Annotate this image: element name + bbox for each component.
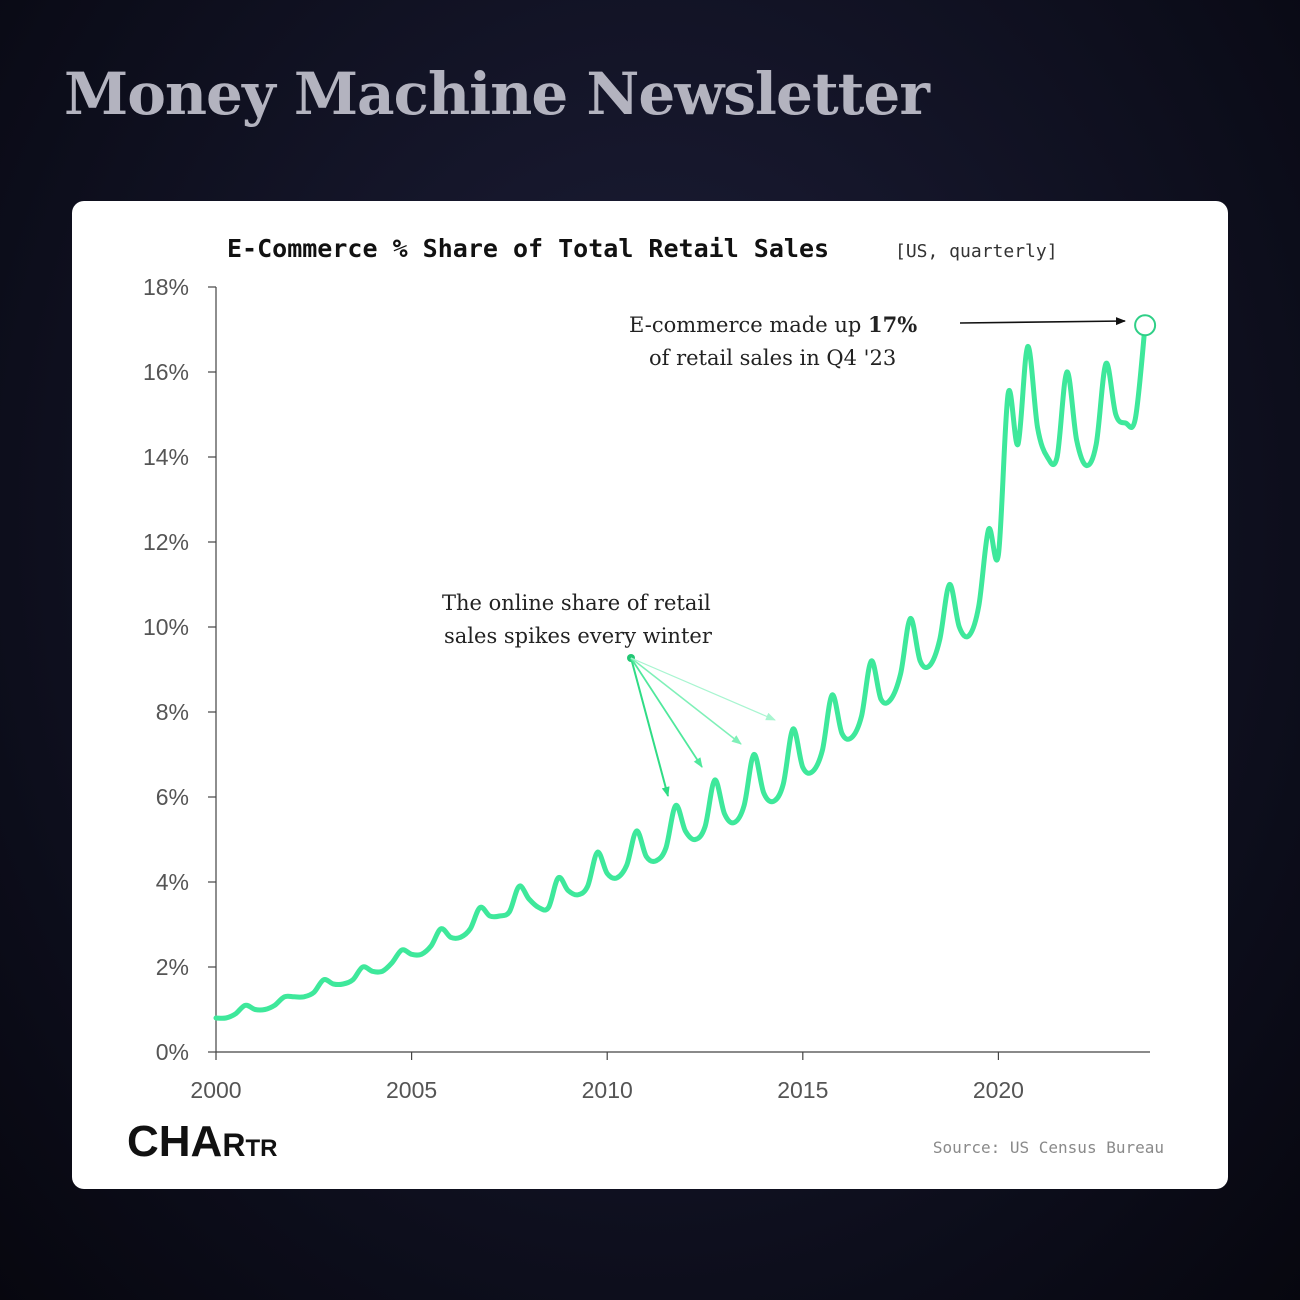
chartr-logo: CHARTR xyxy=(127,1117,277,1166)
annotation-q4-23: E-commerce made up 17% of retail sales i… xyxy=(629,312,1126,370)
y-tick-label: 2% xyxy=(156,954,189,980)
annotation-winter-arrow-4 xyxy=(630,657,776,721)
annotation-winter-spikes: The online share of retail sales spikes … xyxy=(442,591,776,797)
annotation-q4-23-line1: E-commerce made up 17% xyxy=(629,312,917,337)
chart-svg: E-Commerce % Share of Total Retail Sales… xyxy=(127,234,1164,1166)
end-point-marker xyxy=(1134,314,1157,337)
newsletter-title: Money Machine Newsletter xyxy=(64,60,930,128)
chart-card: E-Commerce % Share of Total Retail Sales… xyxy=(72,201,1228,1189)
x-tick-label: 2000 xyxy=(190,1077,241,1103)
annotation-winter-arrow-1 xyxy=(630,657,670,797)
annotation-q4-23-arrow xyxy=(959,317,1126,326)
x-tick-label: 2005 xyxy=(386,1077,437,1103)
annotation-winter-line2: sales spikes every winter xyxy=(444,624,713,648)
x-tick-label: 2010 xyxy=(582,1077,633,1103)
annotation-winter-arrow-3 xyxy=(630,657,742,745)
y-tick-label: 10% xyxy=(143,614,189,640)
chart-subtitle: [US, quarterly] xyxy=(895,241,1058,262)
series-line-ecommerce-share xyxy=(213,322,1148,1021)
y-tick-label: 18% xyxy=(143,274,189,300)
y-tick-label: 6% xyxy=(156,784,189,810)
x-tick-label: 2020 xyxy=(973,1077,1024,1103)
y-tick-label: 14% xyxy=(143,444,189,470)
y-tick-label: 8% xyxy=(156,699,189,725)
y-tick-label: 12% xyxy=(143,529,189,555)
x-axis: 2000 2005 2010 2015 2020 xyxy=(190,1051,1150,1103)
y-tick-label: 4% xyxy=(156,869,189,895)
annotation-q4-23-line2: of retail sales in Q4 '23 xyxy=(649,346,896,370)
y-tick-label: 0% xyxy=(156,1039,189,1065)
x-tick-label: 2015 xyxy=(777,1077,828,1103)
chart-title: E-Commerce % Share of Total Retail Sales xyxy=(227,234,829,263)
y-tick-label: 16% xyxy=(143,359,189,385)
annotation-winter-arrow-2 xyxy=(630,657,703,768)
y-axis: 0% 2% 4% 6% 8% 10% 12% 14% 16% 18% xyxy=(143,274,217,1065)
annotation-winter-line1: The online share of retail xyxy=(442,591,711,615)
source-note: Source: US Census Bureau xyxy=(933,1138,1164,1157)
